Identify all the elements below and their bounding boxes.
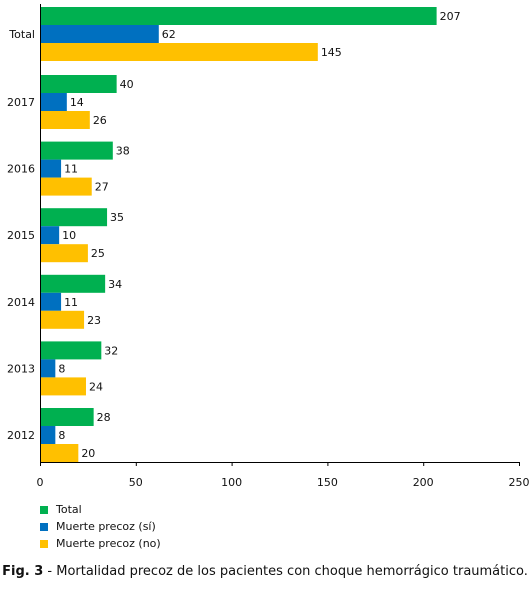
bar-chart: 207 62 145 Total 40 14 26 2017 38 11 27 2016 35 10 25 2…	[7, 4, 530, 489]
legend-label-total: Total	[56, 503, 82, 516]
data-label-2016-series-0: 38	[116, 145, 130, 158]
legend-swatch-muerte-no	[40, 539, 48, 548]
data-label-2015-series-1: 10	[62, 229, 76, 242]
legend: Total Muerte precoz (sí) Muerte precoz (…	[40, 501, 161, 552]
x-tick-label-150: 150	[317, 476, 338, 489]
bar-2016-series-2	[40, 177, 92, 196]
data-label-total-series-1: 62	[162, 28, 176, 41]
x-tick-label-50: 50	[129, 476, 143, 489]
bar-2015-series-2	[40, 244, 88, 263]
bar-2017-series-0	[40, 75, 117, 93]
data-label-2016-series-2: 27	[95, 181, 109, 194]
data-label-2015-series-2: 25	[91, 247, 105, 260]
bar-2014-series-1	[40, 292, 62, 311]
data-label-2013-series-0: 32	[104, 344, 118, 357]
data-label-2014-series-0: 34	[108, 278, 122, 291]
data-label-2012-series-2: 20	[81, 447, 95, 460]
bar-2012-series-0	[40, 408, 94, 426]
bar-2014-series-0	[40, 274, 106, 293]
legend-label-muerte-no: Muerte precoz (no)	[56, 537, 161, 550]
data-label-total-series-2: 145	[321, 46, 342, 59]
bar-2013-series-0	[40, 341, 102, 360]
caption-label: Fig. 3	[2, 564, 44, 579]
bar-2017-series-1	[40, 93, 67, 111]
x-tick-label-250: 250	[509, 476, 530, 489]
category-label-total: Total	[8, 28, 35, 41]
data-label-2013-series-1: 8	[58, 362, 65, 375]
bar-2015-series-1	[40, 226, 60, 245]
category-label-2017: 2017	[7, 96, 35, 109]
legend-item-muerte-no: Muerte precoz (no)	[40, 535, 161, 552]
bar-2016-series-0	[40, 141, 113, 160]
bar-2017-series-2	[40, 111, 90, 129]
x-tick-label-0: 0	[37, 476, 44, 489]
data-label-2014-series-2: 23	[87, 314, 101, 327]
x-tick-label-100: 100	[221, 476, 242, 489]
data-label-total-series-0: 207	[440, 10, 461, 23]
legend-swatch-total	[40, 505, 48, 514]
bar-total-series-2	[40, 43, 318, 61]
x-tick-label-200: 200	[413, 476, 434, 489]
bar-total-series-0	[40, 7, 437, 25]
legend-item-total: Total	[40, 501, 161, 518]
category-label-2016: 2016	[7, 163, 35, 176]
data-label-2012-series-0: 28	[97, 411, 111, 424]
legend-label-muerte-si: Muerte precoz (sí)	[56, 520, 156, 533]
data-label-2016-series-1: 11	[64, 163, 78, 176]
bar-2013-series-1	[40, 359, 56, 378]
figure-caption: Fig. 3 - Mortalidad precoz de los pacien…	[0, 564, 530, 580]
category-label-2013: 2013	[7, 362, 35, 375]
bar-2013-series-2	[40, 377, 86, 396]
data-label-2013-series-2: 24	[89, 380, 103, 393]
data-label-2017-series-2: 26	[93, 114, 107, 127]
data-label-2015-series-0: 35	[110, 211, 124, 224]
bar-2012-series-2	[40, 444, 79, 462]
bar-2015-series-0	[40, 208, 108, 227]
bar-2014-series-2	[40, 310, 85, 329]
caption-text: - Mortalidad precoz de los pacientes con…	[43, 564, 528, 579]
data-label-2017-series-0: 40	[120, 78, 134, 91]
data-label-2014-series-1: 11	[64, 296, 78, 309]
category-label-2015: 2015	[7, 229, 35, 242]
legend-swatch-muerte-si	[40, 522, 48, 531]
data-label-2017-series-1: 14	[70, 96, 84, 109]
category-label-2012: 2012	[7, 429, 35, 442]
category-label-2014: 2014	[7, 296, 35, 309]
bar-total-series-1	[40, 25, 159, 43]
bar-2016-series-1	[40, 159, 62, 178]
legend-item-muerte-si: Muerte precoz (sí)	[40, 518, 161, 535]
bar-2012-series-1	[40, 426, 56, 444]
data-label-2012-series-1: 8	[58, 429, 65, 442]
